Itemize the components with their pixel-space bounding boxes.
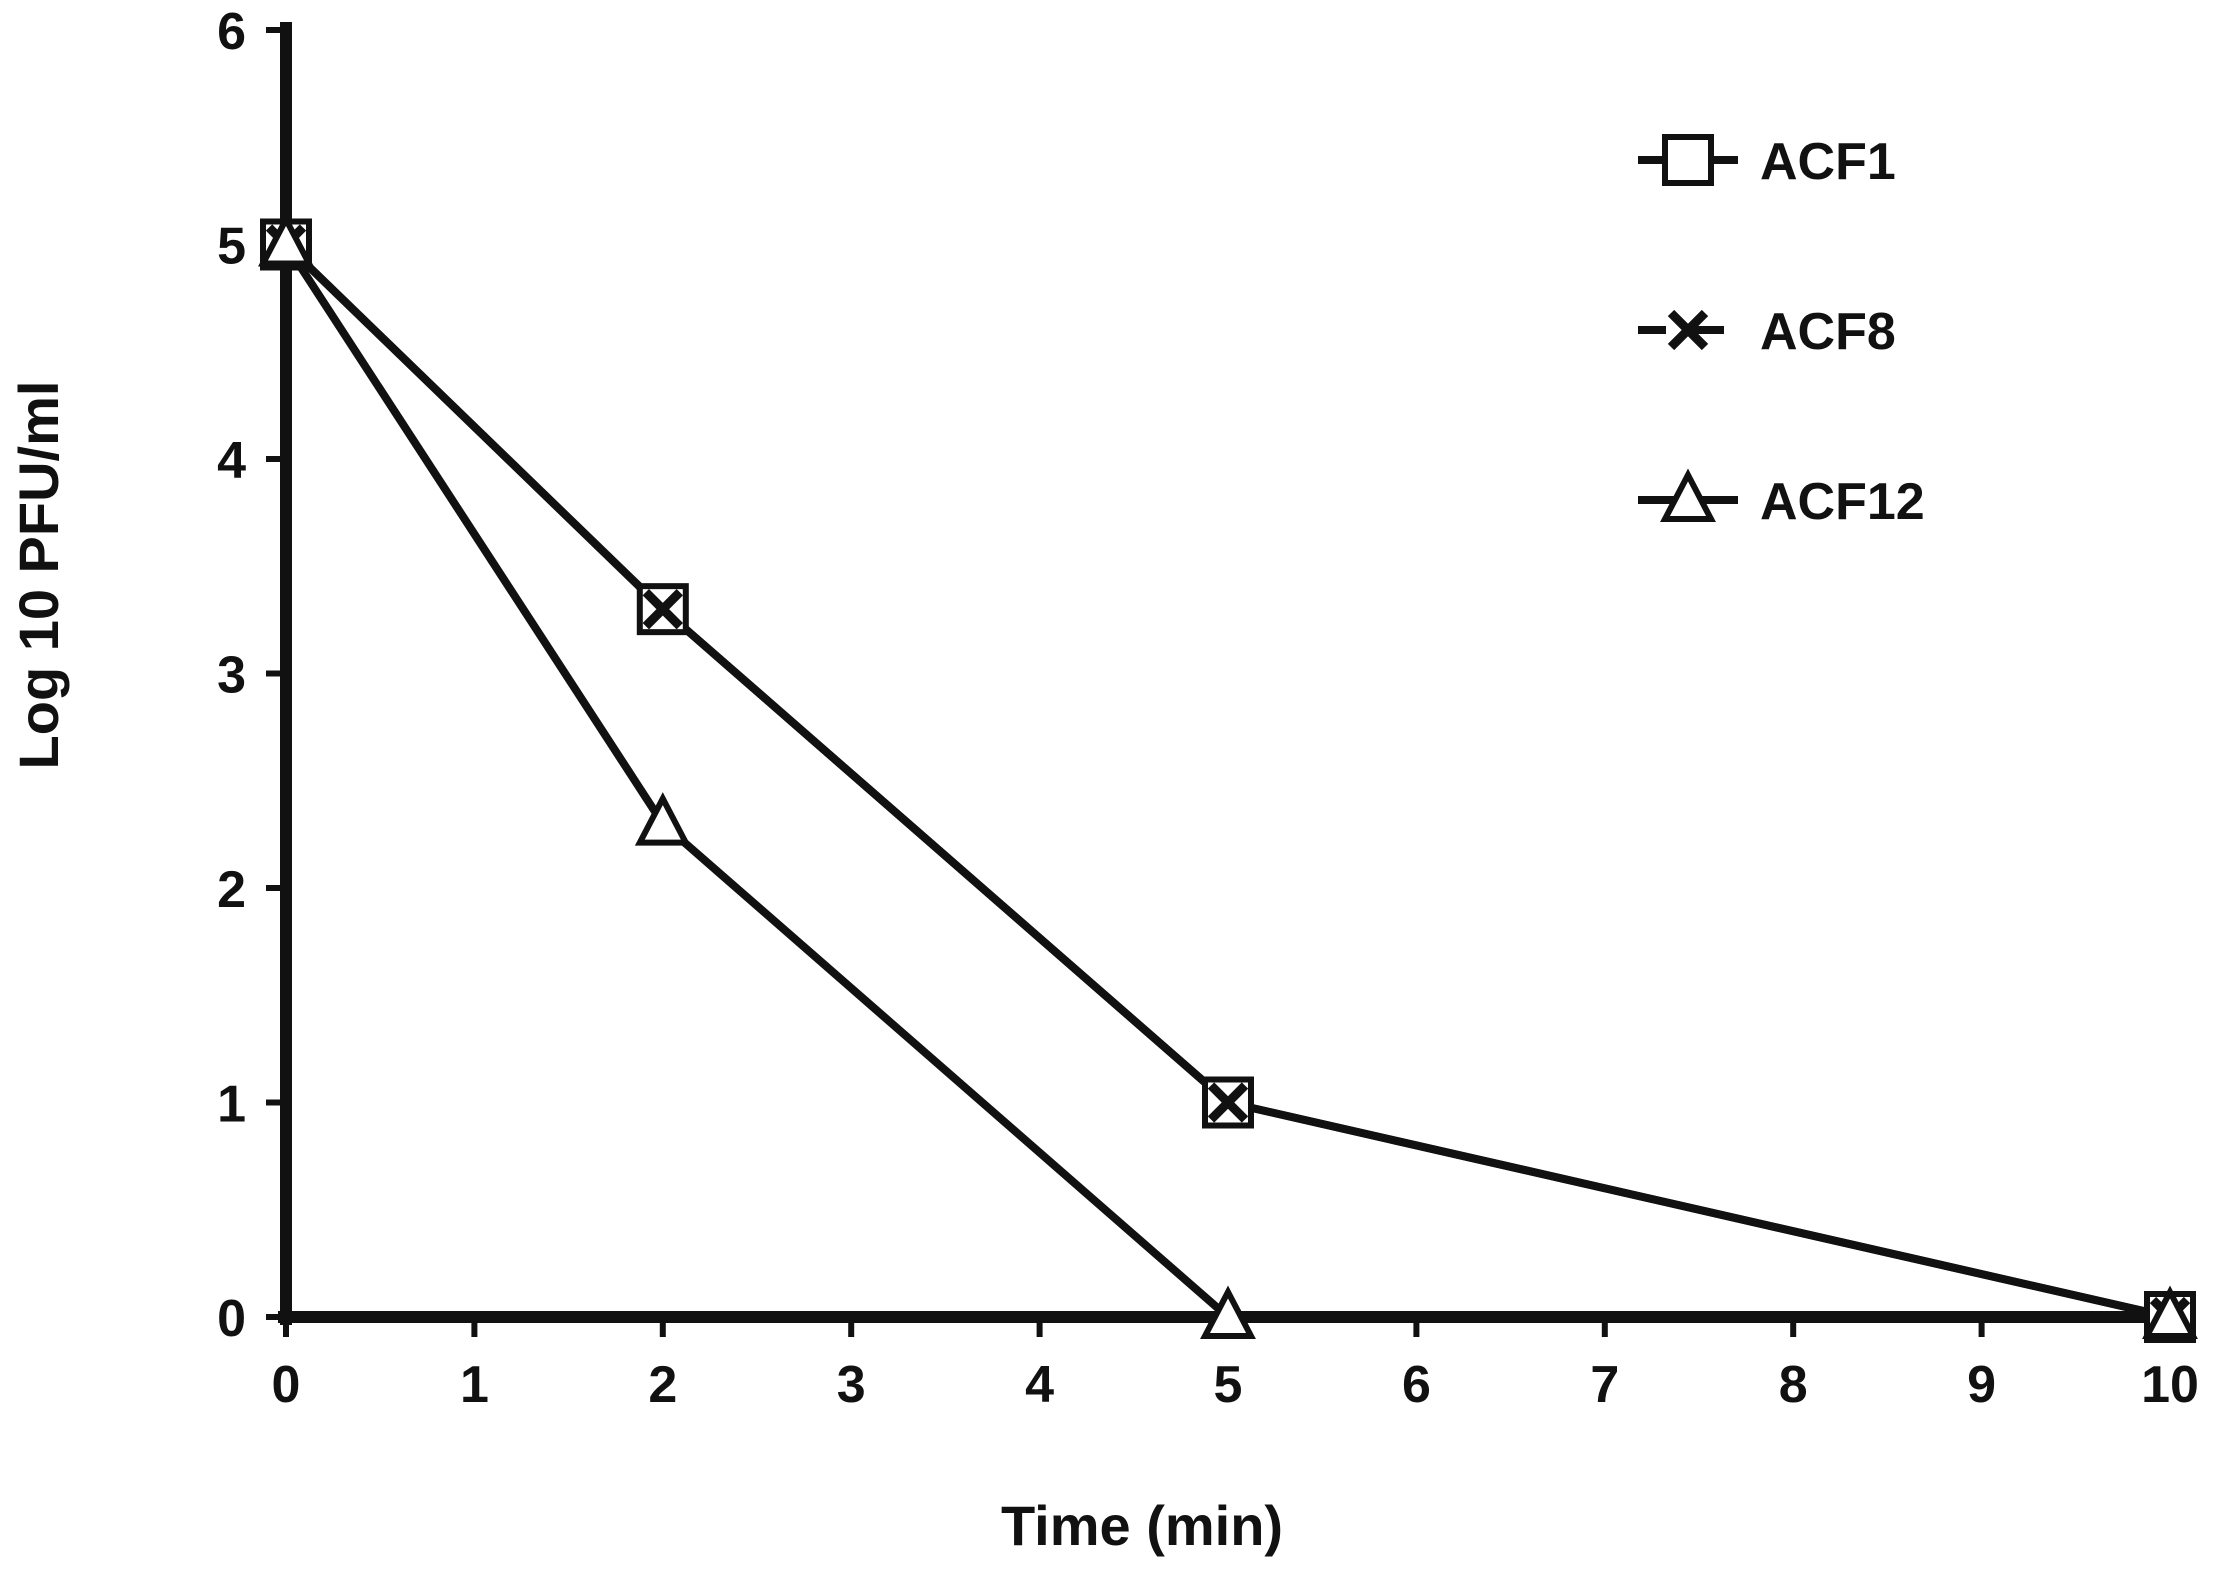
legend-marker-acf8 <box>1667 309 1709 351</box>
series-line-acf1 <box>283 241 2171 1321</box>
y-tick-label: 0 <box>217 1290 246 1348</box>
x-tick-label: 3 <box>837 1356 866 1414</box>
series-layer <box>258 213 2198 1343</box>
y-tick-label: 3 <box>217 647 246 705</box>
data-point-acf8 <box>642 588 683 630</box>
y-tick-label: 4 <box>217 432 246 490</box>
y-tick-label: 2 <box>217 861 246 919</box>
data-point-acf12 <box>634 792 691 846</box>
x-tick-label: 2 <box>648 1356 677 1414</box>
y-axis-title: Log 10 PFU/ml <box>7 381 70 770</box>
data-point-acf12 <box>258 213 314 267</box>
x-tick-label: 8 <box>1779 1356 1808 1414</box>
legend-marker-acf1 <box>1662 134 1714 186</box>
legend-marker-acf12 <box>1660 468 1716 522</box>
x-tick-label: 10 <box>2141 1356 2199 1414</box>
x-tick-label: 7 <box>1590 1356 1619 1414</box>
series-line-acf8 <box>283 241 2171 1321</box>
data-point-acf8 <box>1207 1082 1249 1123</box>
legend-label-acf12: ACF12 <box>1760 473 1925 531</box>
x-tick-label: 9 <box>1967 1356 1996 1414</box>
legend-label-acf1: ACF1 <box>1760 133 1896 191</box>
y-tick-label: 5 <box>217 218 246 276</box>
y-tick-label: 1 <box>217 1076 246 1134</box>
x-tick-label: 4 <box>1025 1356 1054 1414</box>
x-axis-title: Time (min) <box>1001 1494 1283 1557</box>
x-tick-label: 0 <box>272 1356 301 1414</box>
axes: 0 1 2 3 4 5 6 0 1 2 3 4 5 6 7 8 9 10 <box>217 3 2199 1414</box>
legend: ACF1 ACF8 ACF12 <box>1638 133 1925 531</box>
x-tick-label: 6 <box>1402 1356 1431 1414</box>
data-point-acf12 <box>2142 1285 2198 1339</box>
y-tick-label: 6 <box>217 3 246 61</box>
series-line-acf12 <box>282 242 2170 1321</box>
data-point-acf12 <box>1200 1285 1256 1339</box>
x-tick-label: 1 <box>460 1356 489 1414</box>
legend-label-acf8: ACF8 <box>1760 303 1896 361</box>
x-tick-label: 5 <box>1214 1356 1243 1414</box>
